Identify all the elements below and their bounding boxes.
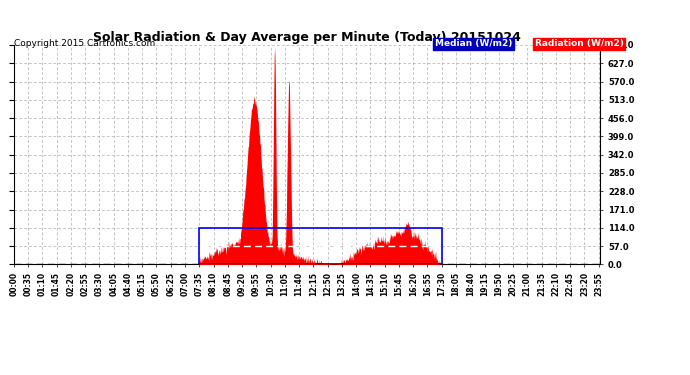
Title: Solar Radiation & Day Average per Minute (Today) 20151024: Solar Radiation & Day Average per Minute… [93,31,521,44]
Text: Median (W/m2): Median (W/m2) [435,39,512,48]
Text: Radiation (W/m2): Radiation (W/m2) [535,39,624,48]
Bar [199,228,442,264]
Text: Copyright 2015 Cartronics.com: Copyright 2015 Cartronics.com [14,39,155,48]
